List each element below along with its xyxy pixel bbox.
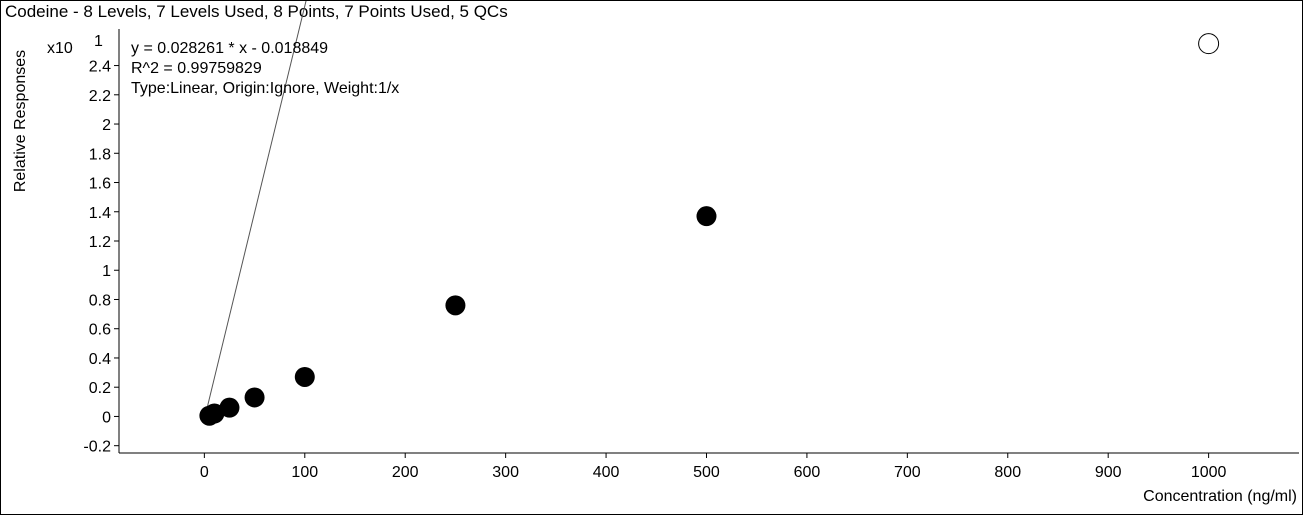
x-axis-title: Concentration (ng/ml): [1143, 488, 1297, 505]
y-tick-label: 2.2: [89, 88, 111, 105]
x-tick-label: 1000: [1191, 464, 1227, 481]
x-tick-label: 0: [200, 464, 209, 481]
axes-layer: [114, 29, 1299, 458]
y-tick-label: 1: [102, 263, 111, 280]
data-point: [294, 366, 315, 387]
y-tick-label: 0: [102, 409, 111, 426]
data-point: [696, 206, 717, 227]
fit-annotation: Type:Linear, Origin:Ignore, Weight:1/x: [131, 80, 399, 97]
y-tick-label: 0.8: [89, 292, 111, 309]
data-point: [219, 397, 240, 418]
x-tick-label: 900: [1095, 464, 1122, 481]
y-tick-label: 2.4: [89, 59, 111, 76]
y-tick-label: 1.4: [89, 205, 111, 222]
fit-annotation: y = 0.028261 * x - 0.018849: [131, 40, 328, 57]
labels-layer: -0.2 0 0.2 0.4 0.6 0.8 1 1.2 1.4 1.6 1.8 2 2.2 2.4 0 10…: [12, 33, 1297, 505]
data-point: [445, 295, 466, 316]
y-tick-label: 0.4: [89, 351, 111, 368]
points-layer: [199, 33, 1220, 426]
x-tick-label: 700: [894, 464, 921, 481]
excluded-data-point: [1198, 33, 1220, 55]
x-tick-label: 400: [593, 464, 620, 481]
y-multiplier: x10: [47, 40, 73, 57]
x-tick-label: 200: [392, 464, 419, 481]
x-tick-label: 100: [291, 464, 318, 481]
data-point: [244, 387, 265, 408]
y-axis-title: Relative Responses: [12, 50, 29, 192]
y-tick-label: 1.8: [89, 146, 111, 163]
y-tick-label: -0.2: [83, 439, 111, 456]
y-tick-label: 0.2: [89, 380, 111, 397]
x-tick-label: 300: [492, 464, 519, 481]
y-tick-label: 0.6: [89, 322, 111, 339]
x-tick-label: 500: [693, 464, 720, 481]
x-tick-label: 600: [794, 464, 821, 481]
y-tick-label: 2: [102, 117, 111, 134]
y-tick-label: 1.2: [89, 234, 111, 251]
x-tick-label: 800: [994, 464, 1021, 481]
data-point: [204, 403, 225, 424]
y-tick-label: 1.6: [89, 176, 111, 193]
y-multiplier-exponent: 1: [94, 33, 103, 50]
chart-title: Codeine - 8 Levels, 7 Levels Used, 8 Poi…: [5, 2, 508, 21]
fit-annotation: R^2 = 0.99759829: [131, 60, 262, 77]
